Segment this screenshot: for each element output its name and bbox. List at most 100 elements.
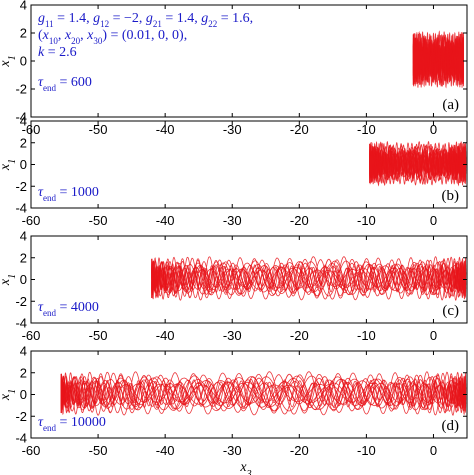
y-axis-label: x1	[0, 274, 18, 286]
y-tick-label: 0	[20, 387, 27, 402]
annotation-subscript: 10	[49, 36, 59, 46]
y-axis-label-main: x	[0, 278, 13, 286]
annotation-segment: = 1.4,	[162, 11, 201, 26]
y-axis-label-main: x	[0, 163, 13, 171]
panel-label: (b)	[442, 188, 460, 204]
x-axis-label-main: x	[239, 460, 247, 475]
annotation-segment: (	[38, 28, 43, 43]
y-axis-label-sub: 1	[7, 389, 18, 394]
panel-d: -60 -50 -40 -30 -20 -10 0 4 2 0 -2 -4 x1 (d) τend = 10…	[0, 344, 468, 458]
y-axis-label-main: x	[0, 60, 13, 68]
x-tick-label: -20	[290, 443, 309, 458]
y-tick-label: -2	[15, 294, 27, 309]
trajectory	[369, 140, 467, 187]
annotation-subscript: 30	[93, 36, 103, 46]
annotation-subscript: 11	[45, 19, 54, 29]
x-axis-label: x3	[239, 460, 251, 475]
x-tick-label: -30	[223, 443, 242, 458]
y-axis-label: x1	[0, 55, 18, 67]
annotation-segment: ,	[58, 28, 65, 43]
panel-b: -60 -50 -40 -30 -20 -10 0 4 2 0 -2 -4 x1 (b) τend = 10…	[0, 114, 468, 228]
x-axis-label-sub: 3	[246, 469, 252, 475]
annotation-segment: x	[64, 28, 72, 43]
x-tick-label: -40	[156, 213, 175, 228]
annotation-segment: ,	[80, 28, 87, 43]
x-tick-label: -60	[22, 328, 41, 343]
y-tick-label: 2	[20, 250, 27, 265]
x-tick-label: -20	[290, 122, 309, 137]
x-tick-label: -50	[89, 328, 108, 343]
tau-subscript: end	[43, 83, 56, 93]
y-tick-label: 2	[20, 26, 27, 41]
x-tick-label: -30	[223, 213, 242, 228]
y-tick-label: -4	[15, 316, 27, 331]
y-tick-label: 4	[20, 344, 27, 359]
parameter-annotation: (x10, x20, x30) = (0.01, 0, 0),	[38, 28, 187, 46]
y-tick-label: 0	[20, 272, 27, 287]
x-tick-label: 0	[430, 122, 437, 137]
annotation-segment: x	[42, 28, 50, 43]
tau-end-annotation: τend = 600	[38, 75, 92, 93]
tau-symbol: τ	[38, 300, 44, 315]
y-tick-label: -2	[15, 82, 27, 97]
x-tick-label: -50	[89, 213, 108, 228]
trajectory	[412, 30, 465, 89]
y-tick-label: 0	[20, 157, 27, 172]
panel-label: (c)	[442, 303, 459, 319]
trajectory-line	[412, 30, 465, 89]
y-tick-label: -2	[15, 409, 27, 424]
y-axis-label-sub: 1	[7, 55, 18, 60]
y-axis-label: x1	[0, 389, 18, 401]
tau-subscript: end	[43, 308, 56, 318]
x-tick-label: -20	[290, 213, 309, 228]
trajectory-line	[369, 140, 467, 187]
y-tick-label: 0	[20, 54, 27, 69]
annotation-segment: g	[201, 11, 208, 26]
annotation-subscript: 20	[71, 36, 81, 46]
annotation-segment: x	[86, 28, 94, 43]
y-tick-label: 2	[20, 365, 27, 380]
tau-symbol: τ	[38, 75, 44, 90]
x-tick-label: -40	[156, 122, 175, 137]
trajectory	[151, 256, 467, 301]
y-tick-label: -4	[15, 110, 27, 125]
tau-value: = 10000	[56, 415, 106, 430]
x-tick-label: -40	[156, 443, 175, 458]
tau-end-annotation: τend = 4000	[38, 300, 99, 318]
y-tick-label: -4	[15, 201, 27, 216]
tau-value: = 600	[56, 75, 92, 90]
trajectory-line	[60, 371, 467, 416]
annotation-segment: = −2,	[109, 11, 146, 26]
x-tick-label: 0	[430, 443, 437, 458]
tau-symbol: τ	[38, 415, 44, 430]
annotation-segment: = 2.6	[44, 45, 76, 60]
y-axis-label: x1	[0, 159, 18, 171]
tau-end-annotation: τend = 10000	[38, 415, 106, 433]
x-tick-label: -40	[156, 328, 175, 343]
x-tick-label: -20	[290, 328, 309, 343]
y-tick-label: -2	[15, 179, 27, 194]
x-tick-label: -50	[89, 122, 108, 137]
y-axis-label-main: x	[0, 393, 13, 401]
y-tick-label: -4	[15, 431, 27, 446]
tau-value: = 4000	[56, 300, 99, 315]
annotation-segment: g	[146, 11, 153, 26]
parameter-annotation: g11 = 1.4, g12 = −2, g21 = 1.4, g22 = 1.…	[38, 11, 253, 29]
tau-symbol: τ	[38, 185, 44, 200]
annotation-subscript: 12	[100, 19, 109, 29]
x-tick-label: -30	[223, 328, 242, 343]
annotation-subscript: 21	[153, 19, 162, 29]
trajectory-line	[151, 256, 467, 301]
trajectory-line	[151, 259, 467, 297]
panel-label: (a)	[442, 97, 459, 113]
annotation-segment: g	[93, 11, 100, 26]
x-tick-label: 0	[430, 328, 437, 343]
x-tick-label: -30	[223, 122, 242, 137]
parameter-annotation: k = 2.6	[38, 45, 77, 60]
panel-c: -60 -50 -40 -30 -20 -10 0 4 2 0 -2 -4 x1 (c) τend = 40…	[0, 229, 468, 343]
x-tick-label: -10	[357, 213, 376, 228]
y-axis-label-sub: 1	[7, 274, 18, 279]
x-tick-label: -10	[357, 122, 376, 137]
